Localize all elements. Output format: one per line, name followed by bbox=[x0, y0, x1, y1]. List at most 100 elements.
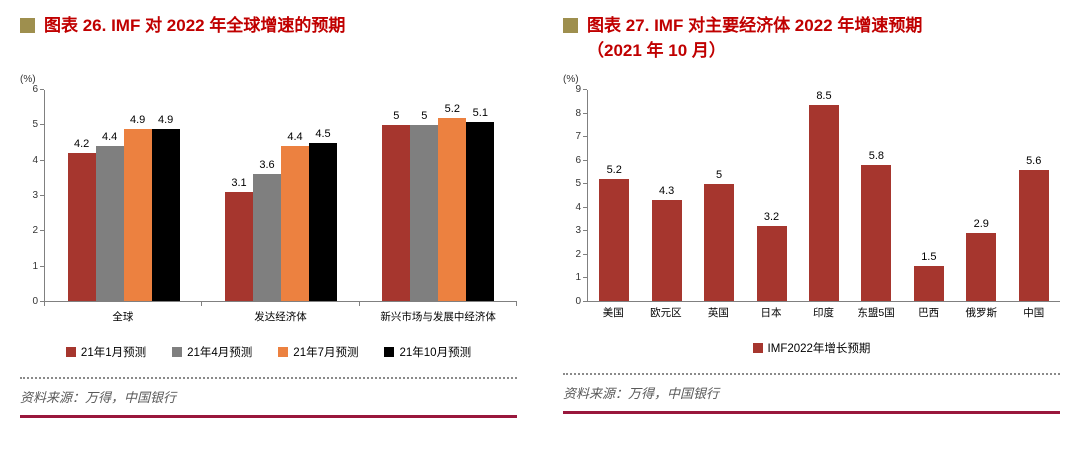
chart-title-text: 图表 27. IMF 对主要经济体 2022 年增速预期 （2021 年 10 … bbox=[587, 14, 922, 63]
y-tick-mark bbox=[40, 159, 44, 161]
y-tick-label: 3 bbox=[32, 190, 38, 201]
y-tick-label: 6 bbox=[575, 154, 581, 166]
bar-value-label: 2.9 bbox=[973, 218, 989, 231]
source-note: 资料来源：万得，中国银行 bbox=[20, 390, 177, 405]
bar-group: 8.5 bbox=[798, 90, 850, 301]
y-tick-mark bbox=[583, 136, 587, 138]
bar-with-label: 5 bbox=[382, 90, 411, 301]
y-tick-label: 4 bbox=[32, 154, 38, 166]
y-tick-mark bbox=[40, 230, 44, 232]
bar-value-label: 3.1 bbox=[231, 176, 247, 189]
bar-with-label: 3.2 bbox=[756, 90, 787, 301]
y-axis: 0 1 2 3 4 5 6 7 8 9 bbox=[563, 85, 587, 307]
legend-label: IMF2022年增长预期 bbox=[767, 343, 871, 355]
bar-value-label: 4.3 bbox=[659, 185, 675, 198]
bar-with-label: 5.2 bbox=[599, 90, 630, 301]
bottom-rule bbox=[563, 411, 1060, 414]
bar bbox=[95, 146, 124, 301]
x-tick bbox=[360, 302, 517, 306]
bar-with-label: 3.1 bbox=[224, 90, 253, 301]
y-tick-label: 0 bbox=[575, 296, 581, 307]
y-tick-label: 2 bbox=[575, 248, 581, 260]
bar bbox=[382, 125, 411, 301]
bar-group: 2.9 bbox=[955, 90, 1007, 301]
legend-label: 21年1月预测 bbox=[80, 347, 147, 359]
x-tick bbox=[44, 302, 203, 306]
bar-with-label: 5.8 bbox=[861, 90, 892, 301]
y-tick-label: 9 bbox=[575, 84, 581, 95]
bar bbox=[861, 165, 892, 301]
x-axis-label: 发达经济体 bbox=[254, 311, 307, 323]
bar-group: 4.2 4.4 4.9 4.9 bbox=[45, 90, 202, 301]
x-axis-label: 东盟5国 bbox=[857, 307, 895, 319]
bar-with-label: 2.9 bbox=[966, 90, 997, 301]
y-tick-label: 5 bbox=[575, 178, 581, 190]
y-tick-mark bbox=[583, 183, 587, 185]
y-tick-mark bbox=[583, 159, 587, 161]
bar-value-label: 4.5 bbox=[315, 127, 331, 140]
x-axis-label: 全球 bbox=[112, 311, 134, 323]
bar-value-label: 5.2 bbox=[444, 103, 460, 116]
bar bbox=[599, 179, 630, 301]
bar-group: 4.3 bbox=[640, 90, 692, 301]
bar-value-label: 5 bbox=[421, 110, 428, 123]
chart-title-text: 图表 26. IMF 对 2022 年全球增速的预期 bbox=[44, 14, 345, 39]
legend: IMF2022年增长预期 bbox=[563, 340, 1060, 356]
y-tick-label: 1 bbox=[32, 260, 38, 272]
bar-group: 3.2 bbox=[745, 90, 797, 301]
bar-value-label: 5 bbox=[716, 168, 723, 181]
y-tick-mark bbox=[40, 195, 44, 196]
chart-title: 图表 26. IMF 对 2022 年全球增速的预期 bbox=[20, 14, 517, 74]
y-tick-mark bbox=[583, 89, 587, 90]
bar-value-label: 1.5 bbox=[921, 250, 937, 263]
legend-swatch bbox=[752, 343, 763, 353]
x-axis-labels: 全球 发达经济体 新兴市场与发展中经济体 bbox=[44, 309, 517, 324]
bar-with-label: 4.9 bbox=[123, 90, 152, 301]
y-tick-mark bbox=[583, 230, 587, 232]
bar-with-label: 8.5 bbox=[808, 90, 839, 301]
chart-title-line: （2021 年 10 月） bbox=[587, 40, 726, 60]
bar-with-label: 5.2 bbox=[438, 90, 467, 301]
title-marker-icon bbox=[20, 18, 35, 33]
legend-item: 21年10月预测 bbox=[384, 344, 471, 360]
chart-title-line: 图表 26. IMF 对 2022 年全球增速的预期 bbox=[44, 16, 346, 35]
legend-item: 21年4月预测 bbox=[172, 344, 252, 360]
bar-group: 5 bbox=[693, 90, 745, 301]
bar-group: 5.8 bbox=[850, 90, 902, 301]
bar-value-label: 5.8 bbox=[868, 150, 885, 163]
bar bbox=[704, 183, 735, 301]
bar bbox=[123, 128, 152, 301]
legend-item: IMF2022年增长预期 bbox=[752, 340, 871, 356]
bottom-rule bbox=[20, 415, 517, 418]
x-axis-labels: 美国 欧元区 英国 日本 印度 东盟5国 巴西 俄罗斯 中国 bbox=[587, 305, 1060, 320]
plot-area: 4.2 4.4 4.9 4.9 3.1 3.6 4.4 4.5 5 5 5.2 5.1 bbox=[44, 90, 517, 302]
x-axis-label: 欧元区 bbox=[650, 307, 682, 319]
legend-item: 21年7月预测 bbox=[278, 344, 358, 360]
bar bbox=[151, 128, 180, 301]
y-tick-label: 0 bbox=[32, 296, 38, 307]
legend-label: 21年7月预测 bbox=[293, 347, 359, 359]
bar bbox=[67, 153, 96, 301]
y-axis: 0 1 2 3 4 5 6 bbox=[20, 85, 44, 307]
bar-value-label: 4.4 bbox=[102, 131, 118, 144]
legend-swatch bbox=[65, 347, 76, 357]
dotted-separator bbox=[563, 373, 1060, 375]
bar-with-label: 5.6 bbox=[1018, 90, 1049, 301]
source-note: 资料来源：万得，中国银行 bbox=[563, 386, 720, 401]
y-tick-label: 5 bbox=[32, 119, 38, 131]
x-tick bbox=[202, 302, 360, 306]
bar-with-label: 5 bbox=[410, 90, 439, 301]
legend-label: 21年4月预测 bbox=[187, 347, 253, 359]
bar bbox=[280, 146, 309, 301]
x-axis-label: 美国 bbox=[602, 307, 624, 319]
legend-label: 21年10月预测 bbox=[399, 347, 472, 359]
bar-group: 5 5 5.2 5.1 bbox=[360, 90, 517, 301]
bar bbox=[808, 105, 839, 301]
chart-title-line: 图表 27. IMF 对主要经济体 2022 年增速预期 bbox=[587, 16, 923, 35]
bar-with-label: 4.4 bbox=[280, 90, 309, 301]
bar-with-label: 4.5 bbox=[308, 90, 337, 301]
chart-panel-global-growth: 图表 26. IMF 对 2022 年全球增速的预期 (%) 0 1 2 3 4 5 6 4… bbox=[20, 14, 517, 418]
bar-with-label: 4.2 bbox=[67, 90, 96, 301]
title-marker-icon bbox=[563, 18, 578, 33]
bar-group: 3.1 3.6 4.4 4.5 bbox=[202, 90, 359, 301]
